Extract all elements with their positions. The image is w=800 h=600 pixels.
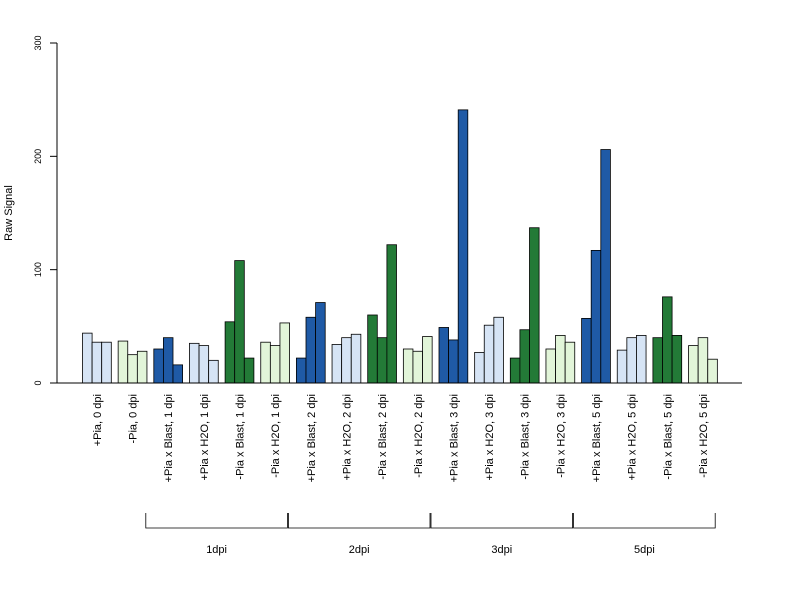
bar	[136, 350, 148, 384]
y-tick-label: 100	[33, 262, 43, 277]
bar	[341, 337, 352, 384]
bar	[652, 337, 663, 384]
bar	[636, 334, 647, 384]
bar	[82, 332, 93, 384]
bar	[483, 324, 495, 384]
bar	[626, 337, 637, 384]
group-bracket	[430, 513, 573, 529]
category-label: +Pia x Blast, 1 dpi	[163, 394, 175, 482]
bar	[519, 329, 530, 384]
bar	[402, 348, 414, 384]
bar	[697, 337, 709, 384]
bar	[295, 357, 307, 384]
group-label: 3dpi	[491, 544, 512, 556]
bar	[162, 337, 174, 384]
category-label: -Pia x Blast, 3 dpi	[520, 394, 532, 480]
category-label: +Pia x H2O, 5 dpi	[627, 394, 639, 481]
bar	[243, 357, 255, 384]
bar	[91, 341, 103, 384]
bar	[386, 244, 397, 384]
bar	[305, 316, 317, 384]
bar	[367, 314, 378, 384]
category-label: +Pia x H2O, 1 dpi	[199, 394, 211, 481]
category-label: +Pia x Blast, 2 dpi	[306, 394, 318, 482]
y-axis: 0 100 200 300	[33, 35, 58, 386]
category-label: -Pia x H2O, 2 dpi	[413, 394, 425, 478]
group-bracket	[145, 513, 288, 529]
bar	[189, 342, 200, 384]
category-label: +Pia x H2O, 2 dpi	[341, 394, 353, 481]
bar	[545, 348, 556, 384]
bar	[422, 336, 433, 384]
group-brackets: 1dpi 2dpi 3dpi 5dpi	[145, 513, 716, 556]
category-label: -Pia x Blast, 2 dpi	[377, 394, 389, 480]
bar	[224, 321, 236, 384]
category-label: -Pia x H2O, 1 dpi	[270, 394, 282, 478]
bar	[448, 339, 459, 384]
bar	[172, 364, 184, 384]
bar	[376, 337, 388, 384]
bar	[564, 341, 576, 384]
group-bracket	[288, 513, 431, 529]
bar	[260, 341, 271, 384]
category-labels: +Pia, 0 dpi -Pia, 0 dpi +Pia x Blast, 1 dp…	[92, 394, 710, 482]
bar	[117, 340, 129, 384]
y-axis-title: Raw Signal	[3, 185, 15, 241]
bar	[101, 341, 112, 384]
bar	[331, 344, 343, 384]
bar	[688, 345, 699, 384]
bar	[474, 351, 485, 384]
bar	[555, 334, 566, 384]
bar	[616, 349, 628, 384]
group-label: 1dpi	[206, 544, 227, 556]
category-label: -Pia x Blast, 5 dpi	[662, 394, 674, 480]
bar	[671, 334, 683, 384]
bar	[662, 296, 673, 384]
bar	[315, 302, 326, 384]
category-label: +Pia x Blast, 3 dpi	[448, 394, 460, 482]
bar	[269, 345, 281, 384]
group-bracket	[573, 513, 716, 529]
category-label: +Pia, 0 dpi	[92, 394, 104, 446]
bar	[350, 333, 362, 384]
category-label: -Pia x H2O, 5 dpi	[698, 394, 710, 478]
category-label: -Pia x H2O, 3 dpi	[555, 394, 567, 478]
bar	[581, 317, 592, 384]
bar	[198, 345, 210, 384]
bar	[208, 359, 219, 384]
bar	[590, 249, 602, 384]
category-label: -Pia, 0 dpi	[128, 394, 140, 444]
bar	[153, 348, 164, 384]
bar	[493, 316, 504, 384]
bar	[127, 354, 138, 384]
bar	[412, 350, 423, 384]
group-label: 5dpi	[634, 544, 655, 556]
bar	[234, 260, 245, 384]
bar	[457, 109, 469, 384]
bar	[279, 322, 290, 384]
bar	[438, 327, 450, 384]
bar	[509, 357, 521, 384]
bar	[707, 358, 718, 384]
y-tick-label: 300	[33, 35, 43, 50]
y-tick-label: 0	[33, 380, 43, 385]
bar	[600, 149, 611, 384]
y-tick-label: 200	[33, 149, 43, 164]
category-label: +Pia x H2O, 3 dpi	[484, 394, 496, 481]
bars	[82, 109, 718, 384]
category-label: -Pia x Blast, 1 dpi	[235, 394, 247, 480]
bar	[529, 227, 540, 384]
category-label: +Pia x Blast, 5 dpi	[591, 394, 603, 482]
group-label: 2dpi	[349, 544, 370, 556]
